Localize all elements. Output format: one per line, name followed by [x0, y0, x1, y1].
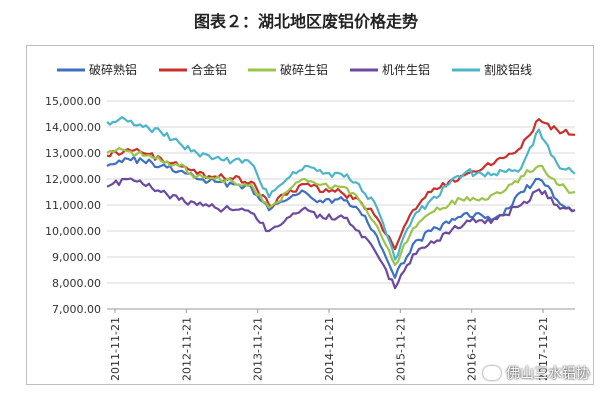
y-tick-label: 9,000.00: [52, 251, 101, 264]
wechat-icon: [483, 366, 501, 380]
x-tick-label: 2015-11-21: [394, 317, 407, 381]
legend-label: 合金铝: [191, 62, 227, 77]
series-line: [106, 147, 576, 266]
watermark: 佛山三水铝协: [483, 363, 590, 383]
legend-label: 破碎熟铝: [89, 62, 137, 77]
y-tick-label: 8,000.00: [52, 277, 101, 290]
x-tick-label: 2013-11-21: [252, 317, 265, 381]
series-line: [106, 155, 576, 279]
y-tick-label: 10,000.00: [45, 225, 101, 238]
legend-label: 破碎生铝: [280, 62, 328, 77]
y-tick-label: 14,000.00: [45, 121, 101, 134]
line-chart: 7,000.00 8,000.00 9,000.00 10,000.00 11,000.…: [45, 62, 576, 381]
x-tick-label: 2012-11-21: [180, 317, 193, 381]
series-line: [106, 177, 576, 290]
x-tick-label: 2016-11-21: [466, 317, 479, 381]
y-tick-label: 12,000.00: [45, 173, 101, 186]
y-tick-label: 11,000.00: [45, 199, 101, 212]
chart-frame: 7,000.00 8,000.00 9,000.00 10,000.00 11,000.…: [26, 45, 594, 385]
series-line: [106, 116, 576, 261]
chart-title: 图表２：湖北地区废铝价格走势: [193, 12, 418, 31]
watermark-text: 佛山三水铝协: [506, 366, 590, 382]
y-tick-label: 7,000.00: [52, 303, 101, 316]
legend-label: 机件生铝: [382, 62, 430, 77]
y-tick-label: 15,000.00: [45, 95, 101, 108]
y-tick-label: 13,000.00: [45, 147, 101, 160]
x-tick-label: 2011-11-21: [109, 317, 122, 381]
x-tick-label: 2017-11-21: [537, 317, 550, 381]
x-tick-label: 2014-11-21: [323, 317, 336, 381]
legend-label: 割胶铝线: [484, 62, 532, 77]
